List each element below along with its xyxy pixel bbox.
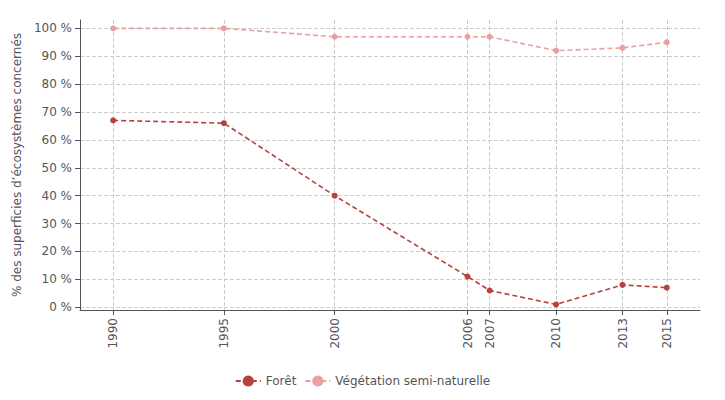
svg-text:2007: 2007 [483, 318, 497, 349]
svg-text:2015: 2015 [660, 318, 674, 349]
svg-text:Forêt: Forêt [266, 374, 297, 388]
svg-text:% des superficies d’écosystème: % des superficies d’écosystèmes concerné… [10, 33, 24, 297]
svg-text:30 %: 30 % [42, 217, 73, 231]
svg-text:1990: 1990 [106, 318, 120, 349]
svg-text:100 %: 100 % [34, 21, 72, 35]
svg-text:80 %: 80 % [42, 77, 73, 91]
svg-text:2013: 2013 [616, 318, 630, 349]
svg-text:70 %: 70 % [42, 105, 73, 119]
svg-text:50 %: 50 % [42, 161, 73, 175]
svg-text:2006: 2006 [461, 318, 475, 349]
svg-text:40 %: 40 % [42, 189, 73, 203]
svg-text:2010: 2010 [549, 318, 563, 349]
svg-text:1995: 1995 [217, 318, 231, 349]
svg-text:0 %: 0 % [49, 300, 72, 314]
svg-text:20 %: 20 % [42, 244, 73, 258]
svg-text:10 %: 10 % [42, 272, 73, 286]
svg-text:Végétation semi-naturelle: Végétation semi-naturelle [335, 374, 490, 388]
svg-text:90 %: 90 % [42, 49, 73, 63]
svg-text:60 %: 60 % [42, 133, 73, 147]
svg-text:2000: 2000 [328, 318, 342, 349]
